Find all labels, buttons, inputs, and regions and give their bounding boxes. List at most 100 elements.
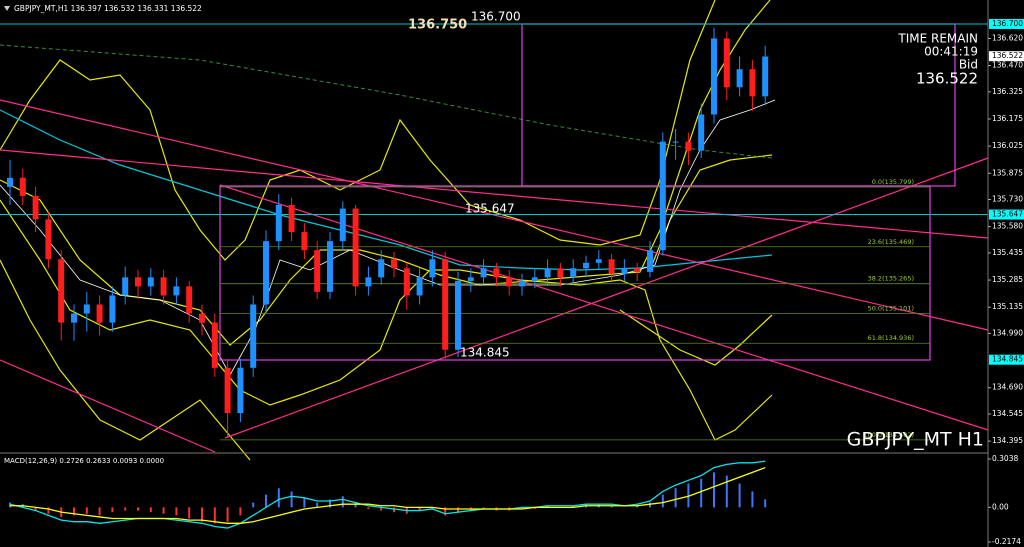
y-tick-label: 135.435 <box>992 248 1023 257</box>
fib-label: 38.2(135.265) <box>868 275 914 283</box>
y-tick-label: 0.00 <box>992 502 1009 511</box>
candle-body <box>570 268 577 278</box>
annotation: 136.750 <box>408 18 467 33</box>
header: GBPJPY_MT,H1 136.397 136.532 136.331 136… <box>14 4 202 13</box>
trend-line <box>219 184 989 431</box>
fib-label: 0.0(135.799) <box>872 178 914 186</box>
y-tick-label: -0.2174 <box>992 537 1021 546</box>
y-tick-label: 136.620 <box>992 33 1023 42</box>
y-tick-label: 135.730 <box>992 195 1023 204</box>
y-tick-label: 136.025 <box>992 141 1023 150</box>
candle-body <box>442 259 449 350</box>
annotation: 134.845 <box>460 346 510 360</box>
candle-body <box>685 141 692 151</box>
y-tick-label: 134.545 <box>992 409 1023 418</box>
candle-body <box>7 177 13 187</box>
candle-body <box>659 141 666 251</box>
candle-body <box>480 268 487 278</box>
price-marker-label: 136.522 <box>992 51 1023 60</box>
candle-body <box>301 232 308 251</box>
macd-panel: 0.3038 0.00 -0.2174 <box>9 454 1021 546</box>
candle-body <box>378 259 385 278</box>
header-icon <box>4 6 10 11</box>
candle-body <box>595 259 602 263</box>
price-marker-label: 134.845 <box>992 355 1023 364</box>
candle-body <box>608 259 615 274</box>
y-tick-label: 134.395 <box>992 436 1023 445</box>
price-marker <box>989 18 1024 29</box>
candle-body <box>263 241 269 305</box>
fib-label: 100.0(134.402) <box>863 431 914 439</box>
price-marker <box>989 209 1024 220</box>
candle-body <box>352 208 359 287</box>
candle-body <box>135 277 141 287</box>
candle-body <box>391 259 397 269</box>
trend-line <box>0 149 989 239</box>
candle-body <box>237 367 244 414</box>
y-tick-label: 0.3038 <box>992 454 1018 463</box>
candle-body <box>634 268 641 272</box>
trend-line <box>224 157 989 439</box>
candle-body <box>339 208 346 242</box>
candle-body <box>647 250 653 272</box>
candle-body <box>429 259 436 278</box>
candle-body <box>19 177 26 196</box>
y-tick-label: 135.135 <box>992 302 1023 311</box>
band-upper <box>0 0 716 261</box>
moving-average <box>0 109 773 271</box>
bid-price: 136.522 <box>916 70 978 88</box>
price-marker <box>989 354 1024 365</box>
candle-body <box>160 277 167 296</box>
indicators <box>0 0 989 461</box>
price-marker-label: 136.700 <box>992 19 1023 28</box>
candle-body <box>288 204 295 233</box>
candle-body <box>186 286 193 314</box>
candle-body <box>199 313 205 323</box>
y-tick-label: 134.690 <box>992 383 1023 392</box>
candle-body <box>621 268 628 274</box>
macd-line <box>10 466 766 524</box>
candle-body <box>403 268 410 296</box>
candle-body <box>736 69 743 88</box>
candle-body <box>275 204 282 242</box>
candle-body <box>519 280 525 287</box>
candle-body <box>455 280 461 350</box>
candle-body <box>147 277 154 287</box>
candle-body <box>698 114 705 151</box>
time-remain: 00:41:19 <box>924 45 978 59</box>
candle-body <box>32 195 39 220</box>
candle-body <box>71 313 77 323</box>
candle-body <box>122 277 129 296</box>
candle-body <box>723 38 730 88</box>
y-tick-label: 136.470 <box>992 61 1023 70</box>
y-tick-label: 135.580 <box>992 222 1023 231</box>
candle-body <box>506 277 513 287</box>
candle-body <box>544 268 551 278</box>
candle-body <box>109 295 116 323</box>
candle-body <box>557 268 564 278</box>
band-lower-2 <box>0 259 251 461</box>
y-tick-label: 136.325 <box>992 87 1023 96</box>
trend-line <box>0 359 216 453</box>
fib-label: 50.0(135.101) <box>868 304 914 312</box>
candle-body <box>58 259 65 323</box>
band-lower <box>0 199 773 441</box>
annotation: 135.647 <box>465 202 515 216</box>
time-remain-title: TIME REMAIN <box>897 32 978 46</box>
candle-body <box>762 56 769 97</box>
candle-body <box>314 250 321 292</box>
candle-body <box>250 304 257 368</box>
band-lower-3 <box>619 309 773 366</box>
fib-label: 23.6(135.469) <box>868 238 914 246</box>
candle-body <box>365 277 372 287</box>
price-marker <box>989 51 1024 62</box>
bid-label: Bid <box>959 58 978 72</box>
levels: 0.0(135.799) 23.6(135.469) 38.2(135.265) 50… <box>0 23 988 441</box>
candle-body <box>531 277 538 281</box>
candle-body <box>327 241 333 292</box>
y-tick-label: 134.990 <box>992 328 1023 337</box>
y-tick-label: 135.285 <box>992 275 1023 284</box>
watermark: GBPJPY_MT H1 <box>847 429 984 451</box>
